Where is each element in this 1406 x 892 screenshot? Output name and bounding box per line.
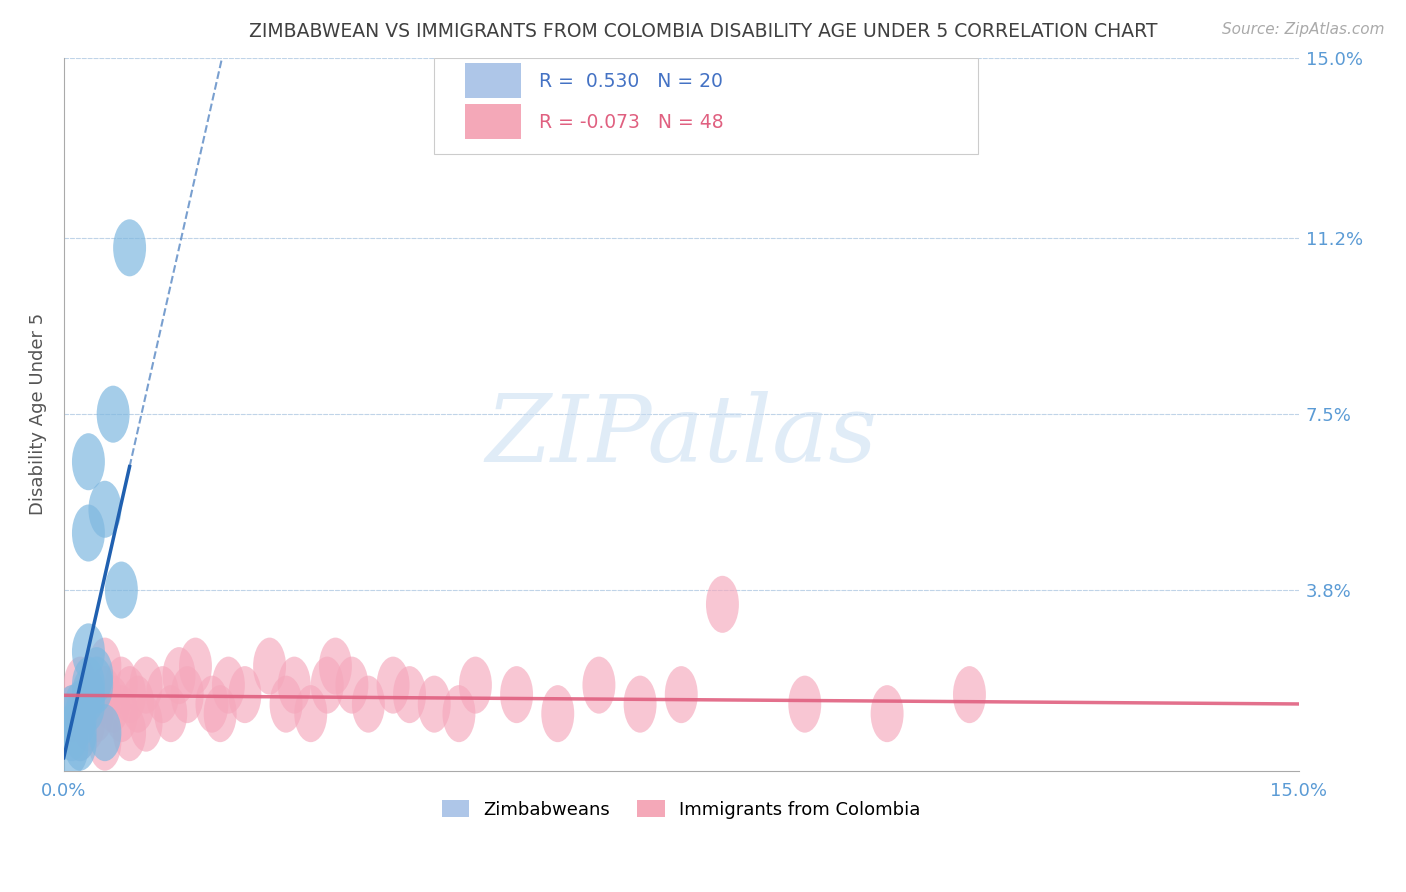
Ellipse shape bbox=[105, 657, 138, 714]
Ellipse shape bbox=[377, 657, 409, 714]
Ellipse shape bbox=[63, 681, 97, 738]
Ellipse shape bbox=[89, 666, 121, 723]
Ellipse shape bbox=[97, 385, 129, 442]
Ellipse shape bbox=[319, 638, 352, 695]
Ellipse shape bbox=[55, 685, 89, 742]
Ellipse shape bbox=[212, 657, 245, 714]
Text: R = -0.073   N = 48: R = -0.073 N = 48 bbox=[540, 113, 724, 132]
Ellipse shape bbox=[105, 685, 138, 742]
Ellipse shape bbox=[72, 657, 105, 714]
Ellipse shape bbox=[72, 666, 105, 723]
Ellipse shape bbox=[63, 657, 97, 714]
Ellipse shape bbox=[89, 481, 121, 538]
Ellipse shape bbox=[121, 675, 155, 732]
Ellipse shape bbox=[163, 647, 195, 704]
Ellipse shape bbox=[129, 657, 163, 714]
Ellipse shape bbox=[204, 685, 236, 742]
Ellipse shape bbox=[443, 685, 475, 742]
Ellipse shape bbox=[294, 685, 328, 742]
Ellipse shape bbox=[270, 675, 302, 732]
Ellipse shape bbox=[89, 638, 121, 695]
Ellipse shape bbox=[789, 675, 821, 732]
Ellipse shape bbox=[112, 704, 146, 761]
Ellipse shape bbox=[63, 714, 97, 771]
Ellipse shape bbox=[72, 671, 105, 728]
Ellipse shape bbox=[665, 666, 697, 723]
Ellipse shape bbox=[155, 685, 187, 742]
Bar bbox=[465, 103, 520, 139]
Ellipse shape bbox=[63, 690, 97, 747]
Ellipse shape bbox=[278, 657, 311, 714]
Ellipse shape bbox=[146, 666, 179, 723]
Ellipse shape bbox=[55, 718, 89, 775]
Ellipse shape bbox=[112, 219, 146, 277]
Ellipse shape bbox=[63, 704, 97, 761]
Ellipse shape bbox=[72, 675, 105, 732]
Ellipse shape bbox=[112, 666, 146, 723]
Ellipse shape bbox=[55, 704, 89, 761]
Ellipse shape bbox=[63, 704, 97, 761]
Ellipse shape bbox=[179, 638, 212, 695]
Ellipse shape bbox=[253, 638, 285, 695]
Ellipse shape bbox=[582, 657, 616, 714]
Ellipse shape bbox=[458, 657, 492, 714]
Ellipse shape bbox=[352, 675, 385, 732]
Ellipse shape bbox=[72, 624, 105, 681]
Bar bbox=[465, 62, 520, 98]
Ellipse shape bbox=[228, 666, 262, 723]
Text: ZIPatlas: ZIPatlas bbox=[485, 391, 877, 481]
Text: Source: ZipAtlas.com: Source: ZipAtlas.com bbox=[1222, 22, 1385, 37]
FancyBboxPatch shape bbox=[434, 58, 977, 154]
Ellipse shape bbox=[870, 685, 904, 742]
Y-axis label: Disability Age Under 5: Disability Age Under 5 bbox=[30, 313, 46, 516]
Ellipse shape bbox=[195, 675, 228, 732]
Ellipse shape bbox=[624, 675, 657, 732]
Ellipse shape bbox=[80, 685, 112, 742]
Text: ZIMBABWEAN VS IMMIGRANTS FROM COLOMBIA DISABILITY AGE UNDER 5 CORRELATION CHART: ZIMBABWEAN VS IMMIGRANTS FROM COLOMBIA D… bbox=[249, 22, 1157, 41]
Ellipse shape bbox=[501, 666, 533, 723]
Ellipse shape bbox=[105, 562, 138, 618]
Ellipse shape bbox=[129, 695, 163, 752]
Ellipse shape bbox=[55, 685, 89, 742]
Ellipse shape bbox=[541, 685, 574, 742]
Ellipse shape bbox=[336, 657, 368, 714]
Ellipse shape bbox=[706, 576, 740, 632]
Ellipse shape bbox=[89, 704, 121, 761]
Ellipse shape bbox=[89, 714, 121, 771]
Ellipse shape bbox=[72, 505, 105, 562]
Ellipse shape bbox=[394, 666, 426, 723]
Ellipse shape bbox=[170, 666, 204, 723]
Ellipse shape bbox=[311, 657, 343, 714]
Text: R =  0.530   N = 20: R = 0.530 N = 20 bbox=[540, 72, 723, 91]
Ellipse shape bbox=[418, 675, 451, 732]
Ellipse shape bbox=[97, 675, 129, 732]
Ellipse shape bbox=[953, 666, 986, 723]
Legend: Zimbabweans, Immigrants from Colombia: Zimbabweans, Immigrants from Colombia bbox=[434, 793, 928, 826]
Ellipse shape bbox=[72, 434, 105, 491]
Ellipse shape bbox=[72, 695, 105, 752]
Ellipse shape bbox=[80, 647, 112, 704]
Ellipse shape bbox=[80, 657, 112, 714]
